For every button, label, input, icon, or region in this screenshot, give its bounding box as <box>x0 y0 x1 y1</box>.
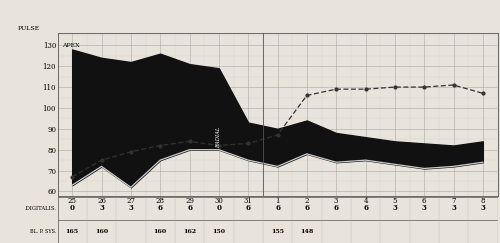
Text: 160: 160 <box>95 229 108 234</box>
Text: 3: 3 <box>451 204 456 212</box>
Text: 0: 0 <box>70 204 74 212</box>
Text: BL. P. SYS.: BL. P. SYS. <box>30 229 56 234</box>
Text: 3: 3 <box>392 204 397 212</box>
Text: 3: 3 <box>422 204 426 212</box>
Text: 6: 6 <box>304 204 310 212</box>
Text: 150: 150 <box>212 229 226 234</box>
Text: 3: 3 <box>99 204 104 212</box>
Text: 6: 6 <box>158 204 162 212</box>
Text: 3: 3 <box>128 204 133 212</box>
Text: 6: 6 <box>275 204 280 212</box>
Text: 162: 162 <box>183 229 196 234</box>
Text: 0: 0 <box>216 204 222 212</box>
Text: 155: 155 <box>271 229 284 234</box>
Text: APEX: APEX <box>62 43 80 48</box>
Text: .DIGITALIS.: .DIGITALIS. <box>24 206 56 211</box>
Text: 6: 6 <box>363 204 368 212</box>
Text: 160: 160 <box>154 229 166 234</box>
Text: 6: 6 <box>246 204 250 212</box>
Text: 3: 3 <box>480 204 485 212</box>
Text: PULSE: PULSE <box>18 26 40 31</box>
Text: 6: 6 <box>334 204 338 212</box>
Text: 165: 165 <box>66 229 78 234</box>
Text: 6: 6 <box>187 204 192 212</box>
Text: RADIAL: RADIAL <box>216 127 222 148</box>
Text: 148: 148 <box>300 229 314 234</box>
